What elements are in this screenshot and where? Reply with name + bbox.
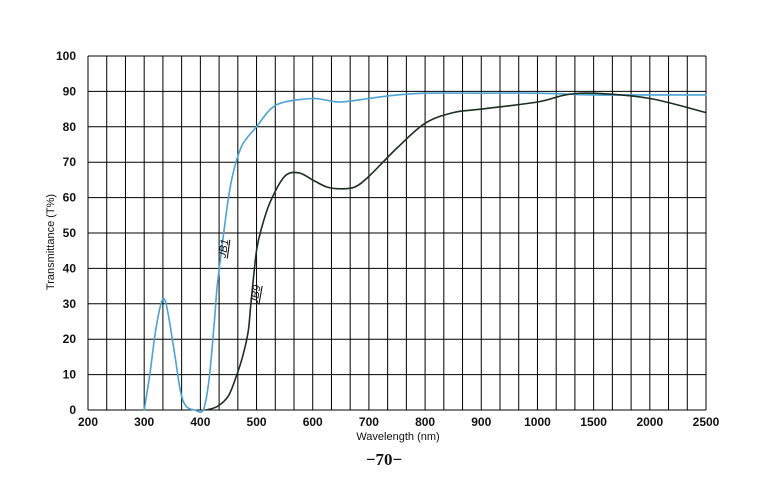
x-tick-label: 2000 xyxy=(636,415,663,429)
series-line-jb9 xyxy=(205,92,707,411)
transmittance-chart: 200 300 400 500 600 700 800 900 1000 1500 2000 2500… xyxy=(45,49,720,443)
x-tick-label: 200 xyxy=(78,415,98,429)
x-tick-label: 1500 xyxy=(580,415,607,429)
y-tick-label: 70 xyxy=(63,155,77,169)
y-tick-labels: 0 10 20 30 40 50 60 70 80 90 100 xyxy=(56,49,76,417)
series-label-jb1: JB1 xyxy=(217,238,232,259)
y-tick-label: 80 xyxy=(63,120,77,134)
y-tick-label: 10 xyxy=(63,368,77,382)
y-tick-label: 20 xyxy=(63,332,77,346)
y-axis-label: Transmittance (T%) xyxy=(45,194,57,290)
x-tick-labels: 200 300 400 500 600 700 800 900 1000 1500 2000 2500 xyxy=(78,415,720,429)
y-tick-label: 90 xyxy=(63,84,77,98)
x-tick-label: 600 xyxy=(303,415,323,429)
x-tick-label: 700 xyxy=(359,415,379,429)
x-tick-label: 400 xyxy=(190,415,210,429)
series-line-jb1 xyxy=(143,92,707,414)
series-label-jb9: JB9 xyxy=(248,284,263,306)
x-tick-label: 300 xyxy=(134,415,154,429)
x-tick-label: 900 xyxy=(471,415,491,429)
grid xyxy=(87,55,707,411)
page-number: −70− xyxy=(365,450,403,469)
x-tick-label: 2500 xyxy=(693,415,720,429)
x-tick-label: 800 xyxy=(415,415,435,429)
y-tick-label: 30 xyxy=(63,297,77,311)
x-tick-label: 1000 xyxy=(524,415,551,429)
x-axis-label: Wavelength (nm) xyxy=(356,431,439,443)
y-tick-label: 100 xyxy=(56,49,76,63)
x-tick-label: 500 xyxy=(247,415,267,429)
y-tick-label: 60 xyxy=(63,191,77,205)
series-lines xyxy=(143,92,707,414)
y-tick-label: 40 xyxy=(63,261,77,275)
y-tick-label: 50 xyxy=(63,226,77,240)
y-tick-label: 0 xyxy=(69,403,76,417)
